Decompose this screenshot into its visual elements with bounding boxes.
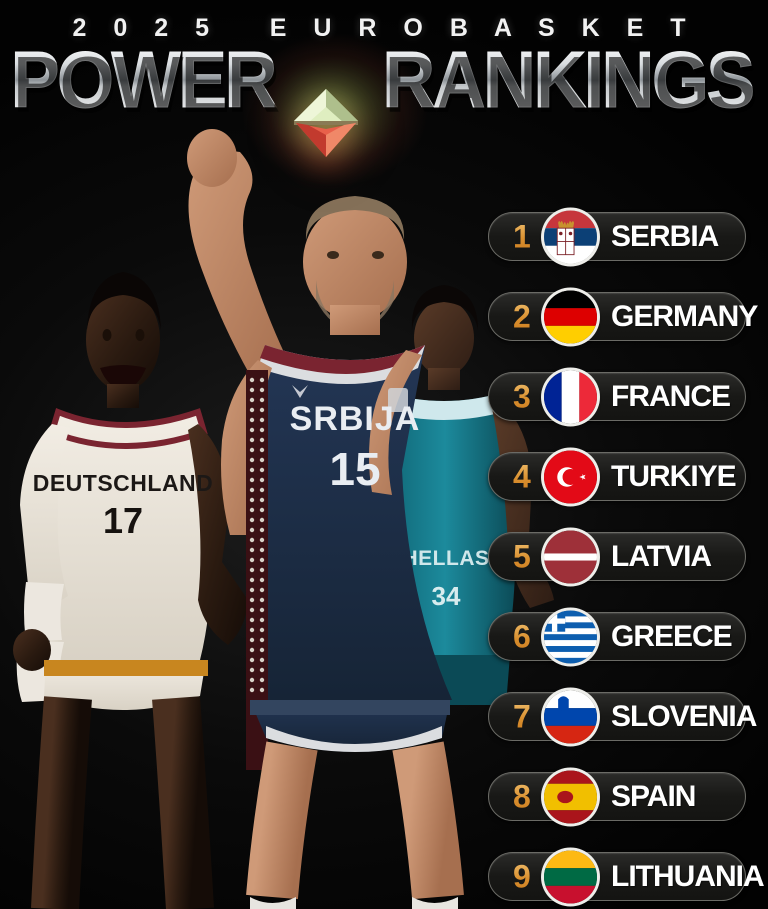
svg-text:SRBIJA: SRBIJA <box>290 400 421 438</box>
svg-text:15: 15 <box>329 443 380 495</box>
